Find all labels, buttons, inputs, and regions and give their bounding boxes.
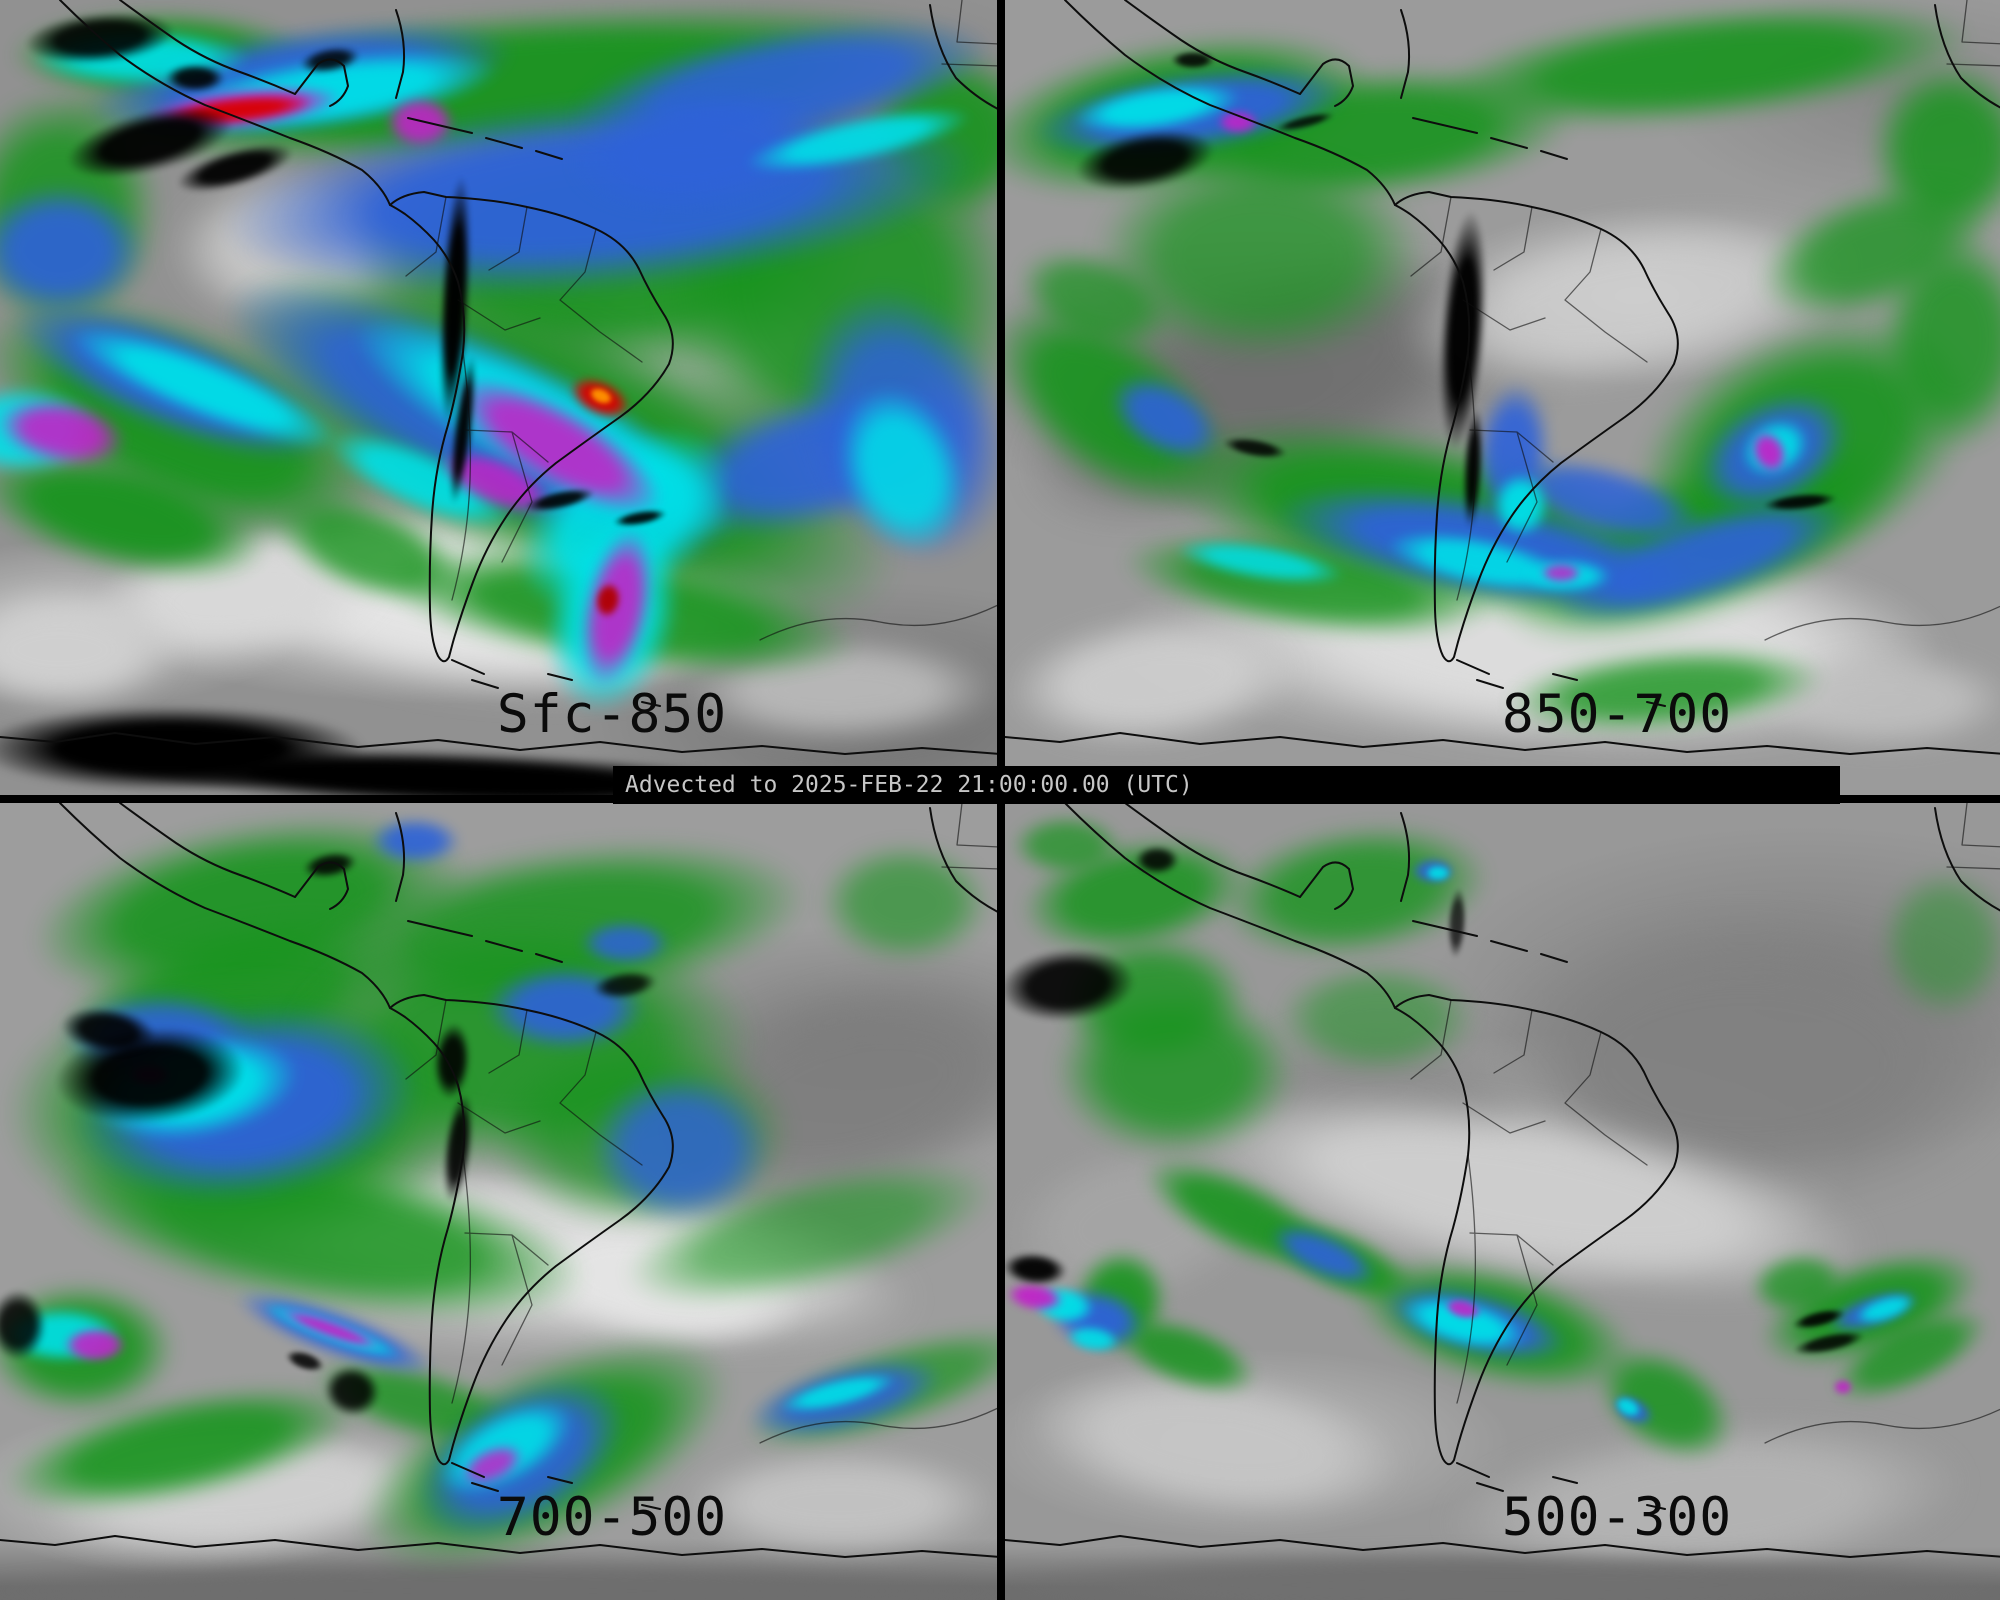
timestamp-text: Advected to 2025-FEB-22 21:00:00.00 (UTC… bbox=[625, 772, 1193, 798]
coastline-svg bbox=[1005, 0, 2000, 755]
panel-label: 500-300 bbox=[1501, 1487, 1733, 1548]
panel-sfc-850: Sfc-850 bbox=[0, 0, 997, 795]
coastline-svg bbox=[0, 803, 997, 1558]
panel-label: 850-700 bbox=[1501, 684, 1733, 745]
panel-label: 700-500 bbox=[496, 1487, 728, 1548]
panel-label: Sfc-850 bbox=[496, 684, 728, 745]
coastline-svg bbox=[1005, 803, 2000, 1558]
panel-700-500: 700-500 bbox=[0, 803, 997, 1600]
coastline-svg bbox=[0, 0, 997, 755]
panel-850-700: 850-700 bbox=[1005, 0, 2000, 795]
timestamp-bar: Advected to 2025-FEB-22 21:00:00.00 (UTC… bbox=[613, 766, 1840, 804]
panel-500-300: 500-300 bbox=[1005, 803, 2000, 1600]
